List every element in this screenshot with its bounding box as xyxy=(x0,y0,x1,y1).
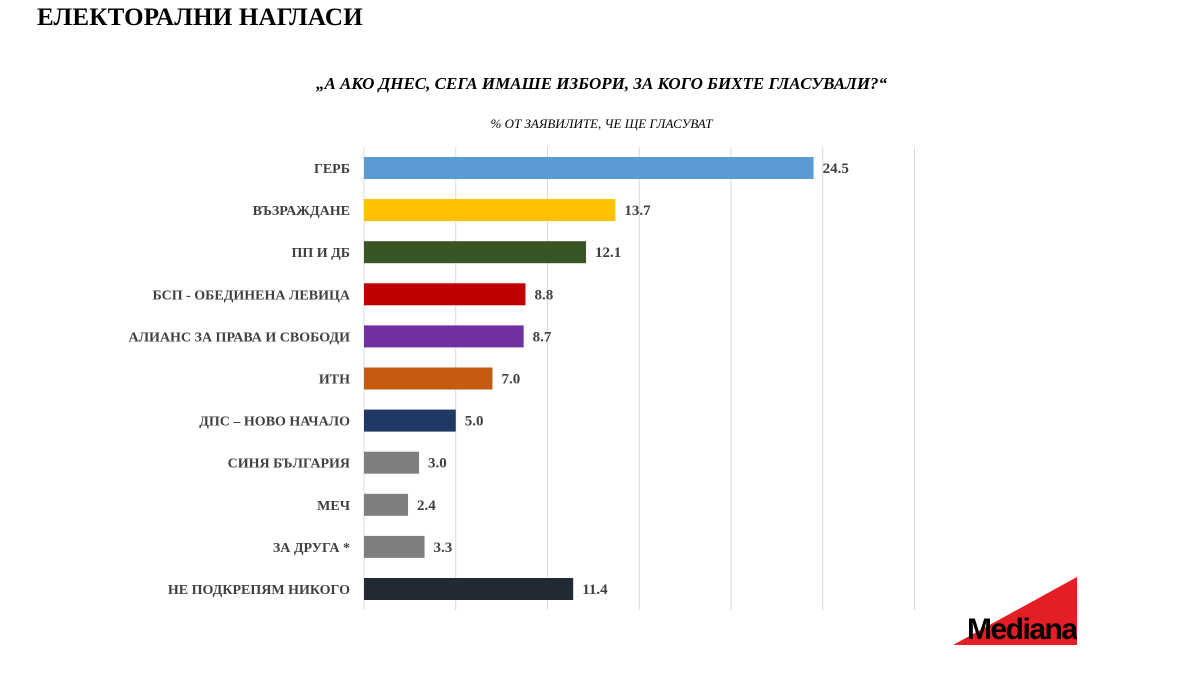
data-label: 11.4 xyxy=(582,582,608,598)
grid-layer xyxy=(363,147,915,610)
bar xyxy=(364,493,409,516)
data-label: 13.7 xyxy=(624,203,651,219)
data-label: 2.4 xyxy=(417,498,436,514)
page-heading: ЕЛЕКТОРАЛНИ НАГЛАСИ xyxy=(37,4,363,31)
category-label: МЕЧ xyxy=(317,499,351,514)
bar xyxy=(364,283,526,306)
data-label: 8.7 xyxy=(533,329,552,345)
data-label: 24.5 xyxy=(823,161,849,177)
bar xyxy=(364,409,456,432)
category-label: ЗА ДРУГА * xyxy=(273,541,350,556)
category-label: ПП И ДБ xyxy=(291,246,350,261)
data-label: 12.1 xyxy=(595,245,621,261)
bar xyxy=(364,578,574,600)
bar xyxy=(364,325,524,348)
logo-text: Mediana xyxy=(967,613,1077,645)
category-label: НЕ ПОДКРЕПЯМ НИКОГО xyxy=(168,583,350,598)
data-label: 3.3 xyxy=(434,540,453,556)
category-label: БСП - ОБЕДИНЕНА ЛЕВИЦА xyxy=(152,288,350,303)
category-label: СИНЯ БЪЛГАРИЯ xyxy=(228,457,350,472)
labels-layer: ГЕРБ 24.5 ВЪЗРАЖДАНЕ 13.7 ПП И ДБ 12.1 БСП - О… xyxy=(129,161,849,598)
mediana-logo: Mediana xyxy=(953,577,1077,645)
chart-subtitle: % ОТ ЗАЯВИЛИТЕ, ЧЕ ЩЕ ГЛАСУВАТ xyxy=(490,116,713,131)
bar xyxy=(364,199,616,222)
category-label: ИТН xyxy=(319,373,350,388)
data-label: 5.0 xyxy=(465,414,484,430)
logo-red-triangle xyxy=(953,577,1077,645)
category-label: АЛИАНС ЗА ПРАВА И СВОБОДИ xyxy=(129,330,351,345)
data-label: 8.8 xyxy=(534,287,553,303)
category-label: ДПС – НОВО НАЧАЛО xyxy=(199,415,350,430)
bar xyxy=(364,367,493,390)
data-label: 3.0 xyxy=(428,456,447,472)
bar xyxy=(364,535,425,558)
category-label: ГЕРБ xyxy=(314,162,350,177)
bar xyxy=(364,451,420,474)
category-label: ВЪЗРАЖДАНЕ xyxy=(253,204,350,219)
chart-title: „А АКО ДНЕС, СЕГА ИМАШЕ ИЗБОРИ, ЗА КОГО … xyxy=(315,74,888,93)
bar xyxy=(364,241,587,264)
bar xyxy=(364,157,814,179)
data-label: 7.0 xyxy=(501,372,520,388)
bars-layer xyxy=(364,157,814,600)
